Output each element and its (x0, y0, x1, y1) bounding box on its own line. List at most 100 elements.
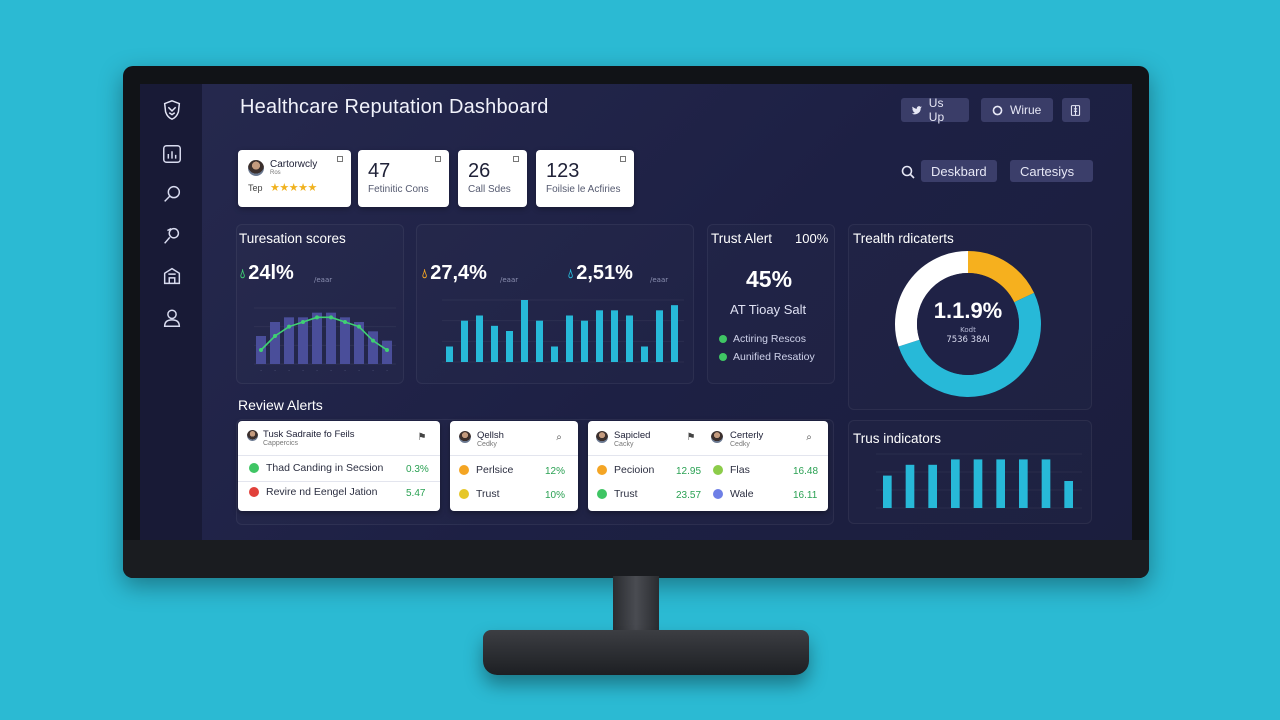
scores-bar-chart (442, 299, 684, 363)
profile-name: Cartorwcly (270, 159, 318, 170)
rating-label: Tep (248, 183, 263, 193)
bar (566, 315, 573, 362)
alert-row[interactable]: Wale (713, 488, 754, 500)
row-value: 12.95 (676, 466, 702, 477)
sign-up-label: Us Up (928, 96, 945, 124)
sign-up-button[interactable]: Us Up (901, 96, 969, 124)
status-dot (249, 487, 259, 497)
stat-card-1[interactable]: 47 Fetinitic Cons (358, 150, 449, 207)
alert-row[interactable]: Thad Canding in Secsion (249, 462, 383, 474)
bar (951, 459, 960, 508)
bar (883, 475, 892, 508)
divider (238, 481, 440, 482)
user-icon[interactable]: ⚑ (417, 431, 427, 443)
trend-point (273, 334, 277, 338)
card-header: Certerly (730, 430, 764, 441)
legend-label: Aunified Resatioy (733, 351, 815, 363)
legend-dot (719, 335, 727, 343)
bar (996, 459, 1005, 508)
alert-row[interactable]: Perlsice (459, 464, 513, 476)
alert-row[interactable]: Revire nd Eengel Jation (249, 486, 378, 498)
search-icon[interactable]: ⌕ (556, 431, 562, 443)
trust-indicators-panel (848, 420, 1092, 524)
trust-indicators-title: Trus indicators (853, 431, 942, 446)
categories-button[interactable]: Cartesiys (1010, 160, 1093, 182)
document-button[interactable] (1062, 98, 1090, 122)
row-value: 12% (545, 466, 566, 477)
bar (312, 312, 322, 364)
trust-indicators-chart (876, 453, 1082, 509)
tick-label: · (358, 368, 360, 374)
review-alert-card-1[interactable]: Tusk Sadraite fo Feils Cappercics ⚑ Thad… (238, 421, 440, 511)
reputation-value-3: 💧︎ 2,51% (568, 262, 633, 285)
trust-alert-percent: 100% (795, 231, 829, 246)
trend-point (301, 320, 305, 324)
dim-label: /eaar (500, 276, 519, 284)
user-icon[interactable] (160, 306, 184, 330)
monitor-chin (123, 540, 1149, 578)
legend-label: Actiring Rescos (733, 333, 806, 345)
bar-chart-icon[interactable] (160, 142, 184, 166)
wirue-button[interactable]: Wirue (981, 98, 1053, 122)
value-text: 2,51% (576, 262, 633, 284)
status-dot (459, 489, 469, 499)
building-icon[interactable] (160, 264, 184, 288)
bar (461, 320, 468, 362)
search-icon[interactable] (900, 164, 916, 180)
row-label: Flas (730, 464, 750, 476)
card-header: Qellsh (477, 430, 504, 441)
alert-row[interactable]: Trust (459, 488, 500, 500)
trend-point (329, 315, 333, 320)
dashboard-button[interactable]: Deskbard (921, 160, 997, 182)
legend-item: Aunified Resatioy (719, 351, 815, 363)
donut-center-sub2: 7536 38Al (946, 335, 990, 345)
alert-row[interactable]: Flas (713, 464, 750, 476)
stat-card-2[interactable]: 26 Call Sdes (458, 150, 527, 207)
reputation-panel-left (236, 224, 404, 384)
review-alert-card-3[interactable]: Sapicled Cacky ⚑ Certerly Cedky ⌕ Pecioi… (588, 421, 828, 511)
donut-slice (967, 251, 1035, 303)
people-icon[interactable] (160, 224, 184, 248)
bar (656, 310, 663, 362)
stat-label: Call Sdes (468, 184, 511, 195)
review-alert-card-2[interactable]: Qellsh Cedky ⌕ Perlsice 12% Trust 10% (450, 421, 578, 511)
status-dot (713, 465, 723, 475)
bar (521, 300, 528, 362)
row-value: 0.3% (406, 464, 429, 475)
bar (1019, 459, 1028, 508)
corner-icon (513, 156, 519, 162)
drop-icon: 💧︎ (240, 265, 246, 281)
shield-logo-icon[interactable] (160, 98, 184, 122)
bar (446, 346, 453, 362)
alert-row[interactable]: Pecioion (597, 464, 654, 476)
bar (905, 464, 915, 508)
tick-label: · (344, 368, 346, 374)
sidebar (140, 84, 202, 540)
status-dot (249, 463, 259, 473)
row-label: Wale (730, 488, 754, 500)
review-alerts-panel (236, 419, 834, 525)
search-icon[interactable] (160, 182, 184, 206)
bird-icon (911, 105, 923, 114)
user-icon[interactable]: ⚑ (686, 431, 696, 443)
donut-slice (898, 292, 1041, 397)
profile-card[interactable]: Cartorwcly Ros Tep ★★★★★ (238, 150, 351, 207)
stat-card-3[interactable]: 123 Foilsie le Acfiries (536, 150, 634, 207)
circle-icon (992, 105, 1003, 115)
drop-icon: 💧︎ (422, 265, 428, 281)
search-icon[interactable]: ⌕ (806, 431, 812, 443)
value-text: 27,4% (430, 262, 487, 284)
wirue-label: Wirue (1010, 103, 1042, 117)
tick-label: · (288, 368, 290, 374)
card-header: Sapicled (614, 430, 651, 441)
alert-row[interactable]: Trust (597, 488, 638, 500)
stat-label: Foilsie le Acfiries (546, 184, 621, 195)
stat-label: Fetinitic Cons (368, 184, 429, 195)
donut-center-value: 1.1.9% (933, 298, 1003, 323)
value-text: 24l% (248, 262, 294, 284)
divider (588, 455, 828, 456)
status-dot (597, 489, 607, 499)
bar (626, 315, 633, 362)
card-header: Tusk Sadraite fo Feils (263, 429, 355, 440)
bar (506, 331, 513, 362)
